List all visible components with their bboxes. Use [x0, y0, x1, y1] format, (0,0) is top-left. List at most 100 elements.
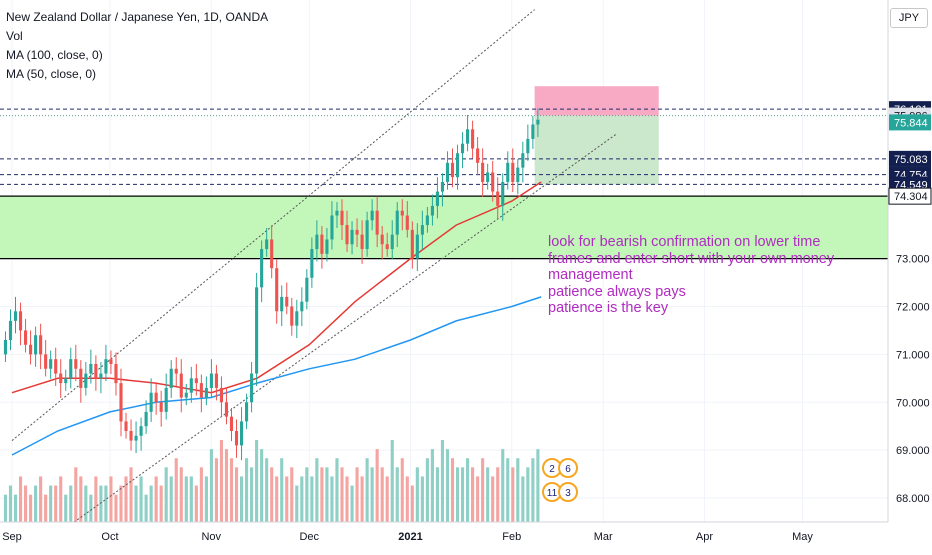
- event-marker-label: 6: [565, 464, 571, 475]
- volume-bar: [335, 458, 339, 522]
- volume-bar: [94, 476, 98, 522]
- volume-bar: [234, 467, 239, 522]
- indicator-ma100[interactable]: MA (100, close, 0): [6, 48, 103, 62]
- price-badge: [888, 187, 932, 205]
- currency-button[interactable]: JPY: [890, 8, 928, 28]
- price-tick-label: 69.000: [896, 445, 930, 457]
- candle-body: [209, 373, 213, 388]
- event-marker-label: 11: [547, 488, 558, 499]
- candle-body: [164, 387, 168, 412]
- candle-body: [204, 387, 208, 398]
- volume-bar: [149, 485, 153, 522]
- event-marker-label: 2: [549, 464, 555, 475]
- candle-body: [194, 378, 198, 384]
- volume-bar: [99, 485, 103, 522]
- candle-body: [124, 421, 128, 432]
- time-tick-label: Apr: [696, 531, 713, 543]
- volume-bar: [265, 458, 269, 522]
- trade-note: look for bearish confirmation on lower t…: [548, 234, 848, 317]
- volume-bar: [129, 467, 133, 522]
- note-line: patience is the key: [548, 300, 669, 316]
- candles: [3, 108, 540, 461]
- volume-bar: [410, 485, 414, 522]
- volume-bar: [516, 458, 520, 522]
- volume-bar: [340, 467, 344, 522]
- candle-body: [395, 210, 399, 235]
- candle-body: [250, 373, 254, 403]
- candle-body: [245, 402, 249, 422]
- candle-body: [149, 392, 153, 412]
- indicator-ma50[interactable]: MA (50, close, 0): [6, 67, 97, 81]
- volume-bar: [471, 467, 475, 522]
- event-markers: 2 6 11 3: [542, 458, 578, 502]
- candle-body: [104, 359, 108, 374]
- candle-body: [531, 124, 535, 139]
- candle-body: [29, 344, 33, 355]
- candle-body: [300, 301, 304, 312]
- volume-bar: [330, 476, 334, 522]
- volume-bar: [164, 467, 168, 522]
- note-line: patience always pays: [548, 283, 686, 300]
- volume-bar: [250, 467, 254, 522]
- volume-bar: [189, 476, 193, 522]
- indicator-volume[interactable]: Vol: [6, 29, 23, 43]
- short-position-tool: [534, 86, 659, 185]
- candle-body: [99, 373, 103, 379]
- candle-body: [390, 234, 394, 250]
- candle-body: [430, 205, 434, 216]
- volume-bar: [134, 485, 138, 522]
- candle-body: [526, 138, 530, 154]
- candle-body: [119, 383, 123, 422]
- candle-body: [234, 431, 239, 446]
- channel-line-upper: [11, 9, 535, 441]
- volume-bar: [466, 458, 470, 522]
- candle-body: [330, 215, 334, 240]
- volume-bar: [460, 467, 465, 522]
- candle-body: [134, 435, 138, 441]
- chart-title: New Zealand Dollar / Japanese Yen, 1D, O…: [6, 10, 269, 24]
- channel-line-lower: [67, 133, 617, 528]
- candle-body: [521, 153, 525, 168]
- volume-bar: [59, 476, 63, 522]
- time-tick-label: Feb: [502, 531, 521, 543]
- candle-body: [229, 416, 234, 432]
- volume-bar: [214, 458, 218, 522]
- volume-bar: [255, 440, 259, 522]
- volume-bar: [104, 485, 108, 522]
- candle-body: [310, 249, 314, 278]
- volume-bar: [18, 476, 23, 522]
- candle-body: [49, 359, 53, 369]
- price-tick-label: 72.000: [896, 301, 930, 313]
- candle-body: [34, 335, 38, 355]
- volume-bar: [295, 485, 299, 522]
- time-tick-label: Mar: [594, 531, 613, 543]
- event-marker-label: 3: [565, 488, 571, 499]
- volume-bar: [229, 458, 234, 522]
- volume-bar: [511, 467, 515, 522]
- volume-bar: [44, 494, 48, 522]
- candle-body: [415, 234, 419, 259]
- candle-body: [184, 392, 188, 398]
- volume-bar: [154, 476, 158, 522]
- candle-body: [511, 162, 515, 182]
- stop-loss-area: [534, 86, 659, 116]
- candle-body: [466, 129, 470, 144]
- candle-body: [405, 215, 409, 230]
- volume-bar: [450, 458, 455, 522]
- volume-bar: [3, 494, 8, 522]
- volume-bar: [219, 440, 224, 522]
- volume-bar: [430, 449, 434, 522]
- volume-bar: [526, 467, 530, 522]
- legend: New Zealand Dollar / Japanese Yen, 1D, O…: [6, 8, 268, 84]
- support-zone-fill: [0, 196, 888, 259]
- candle-body: [59, 373, 63, 384]
- volume-bar: [199, 467, 203, 522]
- candle-body: [44, 354, 48, 369]
- candle-body: [270, 239, 274, 269]
- volume-bar: [395, 467, 399, 522]
- candle-body: [84, 373, 88, 388]
- candle-body: [501, 181, 505, 206]
- candle-body: [496, 191, 500, 206]
- ma100-line: [11, 296, 542, 456]
